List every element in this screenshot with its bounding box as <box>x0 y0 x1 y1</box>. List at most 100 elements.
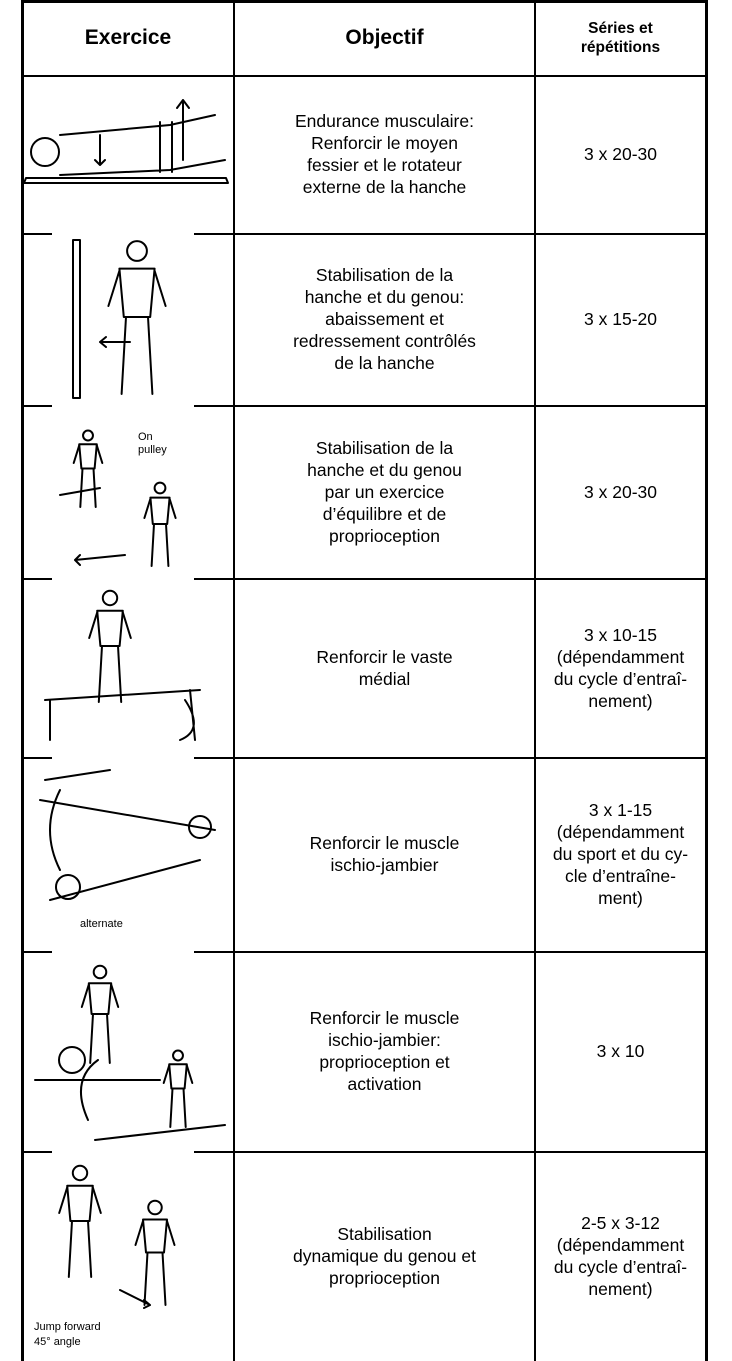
cell-text: hanche et du genou <box>307 459 462 480</box>
drawing-stroke <box>88 611 132 639</box>
table-cell: Stabilisation de la hanche et du genou par… <box>234 405 535 578</box>
table-rule <box>234 578 706 580</box>
table-rule <box>194 405 234 407</box>
cell-text: proprioception <box>329 1268 440 1288</box>
drawing-stroke <box>58 1186 102 1214</box>
table-rule <box>234 405 706 407</box>
cell-text: ment) <box>598 888 643 908</box>
cell-text: par un exercice <box>324 481 445 502</box>
cell-text: (dépendamment <box>556 1235 685 1255</box>
drawing-stroke <box>58 1046 86 1074</box>
cell-text: d’équilibre et de <box>322 503 447 524</box>
drawing-stroke <box>78 443 98 470</box>
table-cell: Endurance musculaire: Renforcir le moyen f… <box>234 75 535 233</box>
cell-text: nement) <box>588 1279 653 1299</box>
table-rule <box>22 75 706 77</box>
drawing-stroke <box>72 239 81 399</box>
drawing-stroke <box>126 240 148 262</box>
drawing-stroke <box>153 481 167 495</box>
table-rule <box>194 951 234 953</box>
cell-text: activation <box>347 1074 422 1094</box>
table-cell: Stabilisation dynamique du genou et propri… <box>234 1151 535 1361</box>
drawing-stroke <box>107 269 167 307</box>
table-cell: 3 x 20-30 <box>535 75 706 233</box>
table-rule <box>22 1151 52 1153</box>
drawing-stroke <box>142 1218 168 1254</box>
cell-text: ischio-jambier: <box>328 1030 441 1050</box>
cell-text: fessier et le rotateur <box>307 155 462 175</box>
table-cell: 3 x 1-15 (dépendamment du sport et du cy-c… <box>535 757 706 951</box>
drawing-stroke <box>82 429 94 442</box>
cell-text: 3 x 20-30 <box>584 144 657 164</box>
table-rule <box>194 233 234 235</box>
table-cell: Renforcir le vaste médial <box>234 578 535 757</box>
drawing-stroke <box>147 1199 163 1216</box>
drawing-stroke <box>66 1184 94 1222</box>
drawing-stroke <box>79 467 97 508</box>
cell-text: hanche et du genou: <box>304 287 465 307</box>
drawing-stroke <box>87 982 113 1015</box>
table-rule <box>234 757 706 759</box>
drawing-stroke <box>30 137 60 167</box>
cell-text: proprioception et <box>319 1052 450 1072</box>
cell-text: (dépendamment <box>556 822 685 842</box>
drawing-stroke <box>72 444 104 464</box>
table-cell: Exercice <box>22 0 234 75</box>
drawing-stroke <box>67 1220 93 1278</box>
drawing-stroke <box>188 815 212 839</box>
cell-text: répétitions <box>580 38 661 56</box>
cell-text: ischio-jambier <box>330 855 439 875</box>
drawing-stroke <box>150 523 170 567</box>
cell-text: Objectif <box>345 25 424 49</box>
cell-text: externe de la hanche <box>302 177 467 197</box>
cell-text: Renforcir le muscle <box>309 1008 460 1028</box>
table-cell: 2-5 x 3-12 (dépendamment du cycle d’entraî… <box>535 1151 706 1361</box>
table-rule <box>194 1151 234 1153</box>
cell-text: Renforcir le muscle <box>309 833 460 853</box>
table-rule <box>233 0 235 1361</box>
table-rule <box>234 951 706 953</box>
cell-text: cle d’entraîne- <box>565 866 676 886</box>
drawing-stroke <box>59 487 126 566</box>
drawing-stroke <box>149 496 171 525</box>
table-rule <box>22 0 706 3</box>
table-rule <box>22 757 52 759</box>
cell-text: du cycle d’entraî- <box>553 668 688 689</box>
table-rule <box>22 578 52 580</box>
cell-text: du sport et du cy- <box>552 844 689 864</box>
cell-text: (dépendamment <box>556 646 685 667</box>
table-cell: Renforcir le muscle ischio-jambier: propri… <box>234 951 535 1151</box>
drawing-stroke <box>118 267 156 318</box>
drawing-stroke <box>39 769 216 901</box>
table-rule <box>21 0 24 1361</box>
table-cell: Séries et répétitions <box>535 0 706 75</box>
cell-text: Stabilisation <box>337 1224 432 1244</box>
table-rule <box>22 405 52 407</box>
drawing-stroke <box>143 1251 167 1306</box>
cell-text: Exercice <box>84 25 172 49</box>
drawing-stroke <box>120 316 154 395</box>
cell-text: 3 x 20-30 <box>584 481 657 502</box>
caption: On <box>138 431 153 443</box>
cell-text: 3 x 10 <box>596 1041 645 1061</box>
cell-text: 3 x 15-20 <box>584 309 657 329</box>
cell-text: médial <box>358 668 411 689</box>
drawing-stroke <box>80 983 120 1008</box>
cell-text: abaissement et <box>325 309 444 329</box>
table-cell: 3 x 20-30 <box>535 405 706 578</box>
drawing-stroke <box>23 177 229 184</box>
table-cell: 3 x 10 <box>535 951 706 1151</box>
cell-text: du cycle d’entraî- <box>553 1257 688 1277</box>
caption: Jump forward <box>34 1321 101 1333</box>
cell-text: Renforcir le moyen <box>311 133 458 153</box>
drawing-stroke <box>162 1064 194 1084</box>
drawing-stroke <box>134 1220 176 1246</box>
cell-text: 3 x 1-15 <box>588 800 653 820</box>
drawing-stroke <box>55 874 81 900</box>
table-rule <box>534 0 536 1361</box>
table-rule <box>234 1151 706 1153</box>
cell-text: redressement contrôlés <box>293 331 476 351</box>
cell-text: Stabilisation de la <box>315 265 454 285</box>
